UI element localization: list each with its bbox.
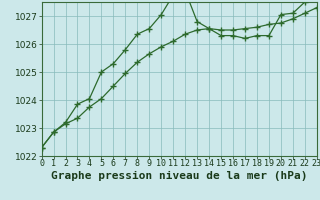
X-axis label: Graphe pression niveau de la mer (hPa): Graphe pression niveau de la mer (hPa)	[51, 171, 308, 181]
